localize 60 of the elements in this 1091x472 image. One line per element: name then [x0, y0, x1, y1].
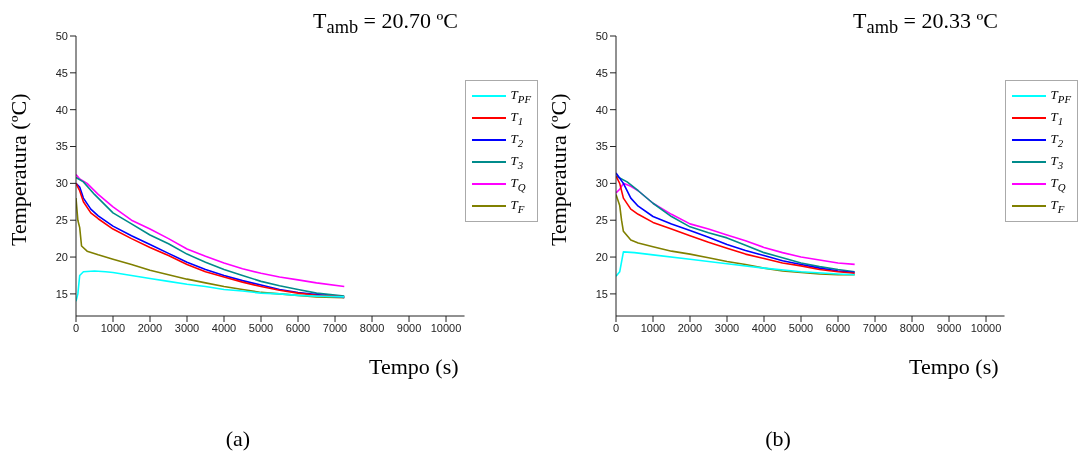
x-tick-label: 9000	[396, 321, 422, 334]
y-axis-title: Temperatura (ºC)	[545, 93, 571, 246]
legend-label: T$_{F}$	[1050, 197, 1065, 215]
legend-label: T$_{2}$	[510, 131, 524, 149]
x-tick-label: 8000	[899, 321, 925, 334]
x-tick-label: 0	[72, 321, 80, 334]
x-tick-label: 3000	[174, 321, 200, 334]
y-tick-label: 15	[595, 287, 608, 300]
chart-title: T$_{amb}$ = 20.70 ºC	[313, 8, 458, 39]
y-tick-label: 30	[595, 177, 608, 190]
legend-label: T$_{F}$	[510, 197, 525, 215]
x-tick-label: 9000	[936, 321, 962, 334]
y-tick-label: 45	[55, 66, 68, 79]
x-tick-label: 0	[612, 321, 620, 334]
y-tick-label: 20	[55, 250, 68, 263]
legend-label: T$_{PF}$	[1050, 87, 1071, 105]
y-tick-label: 35	[55, 140, 68, 153]
y-tick-label: 35	[595, 140, 608, 153]
text: (a)	[224, 426, 252, 452]
legend-label: T$_{3}$	[1050, 153, 1064, 171]
line-series	[616, 193, 856, 276]
x-tick-label: 4000	[211, 321, 237, 334]
x-tick-label: 1000	[100, 321, 126, 334]
x-tick-label: 3000	[714, 321, 740, 334]
y-axis-title: Temperatura (ºC)	[5, 93, 31, 246]
legend-label: T$_{1}$	[1050, 109, 1064, 127]
y-tick-label: 50	[595, 29, 608, 42]
legend-label: T$_{PF}$	[510, 87, 531, 105]
x-tick-label: 10000	[430, 321, 462, 334]
x-tick-label: 4000	[751, 321, 777, 334]
x-tick-label: 7000	[322, 321, 348, 334]
y-tick-label: 25	[55, 214, 68, 227]
x-tick-label: 2000	[137, 321, 163, 334]
x-tick-label: 10000	[970, 321, 1002, 334]
chart-title: T$_{amb}$ = 20.33 ºC	[853, 8, 998, 39]
y-tick-label: 50	[55, 29, 68, 42]
x-tick-label: 6000	[825, 321, 851, 334]
y-tick-label: 40	[595, 103, 608, 116]
y-tick-label: 30	[55, 177, 68, 190]
legend-label: T$_{Q}$	[1050, 175, 1066, 193]
y-tick-label: 25	[595, 214, 608, 227]
legend-label: T$_{1}$	[510, 109, 524, 127]
x-tick-label: 2000	[677, 321, 703, 334]
x-tick-label: 7000	[862, 321, 888, 334]
y-tick-label: 15	[55, 287, 68, 300]
line-series	[616, 251, 856, 278]
legend-label: T$_{3}$	[510, 153, 524, 171]
legend-label: T$_{2}$	[1050, 131, 1064, 149]
x-axis-title: Tempo (s)	[369, 354, 459, 379]
x-tick-label: 8000	[359, 321, 385, 334]
x-tick-label: 1000	[640, 321, 666, 334]
x-tick-label: 6000	[285, 321, 311, 334]
x-tick-label: 5000	[788, 321, 814, 334]
x-axis-title: Tempo (s)	[909, 354, 999, 379]
legend-label: T$_{Q}$	[510, 175, 526, 193]
y-tick-label: 40	[55, 103, 68, 116]
y-tick-label: 45	[595, 66, 608, 79]
text: (b)	[764, 426, 792, 452]
x-tick-label: 5000	[248, 321, 274, 334]
y-tick-label: 20	[595, 250, 608, 263]
